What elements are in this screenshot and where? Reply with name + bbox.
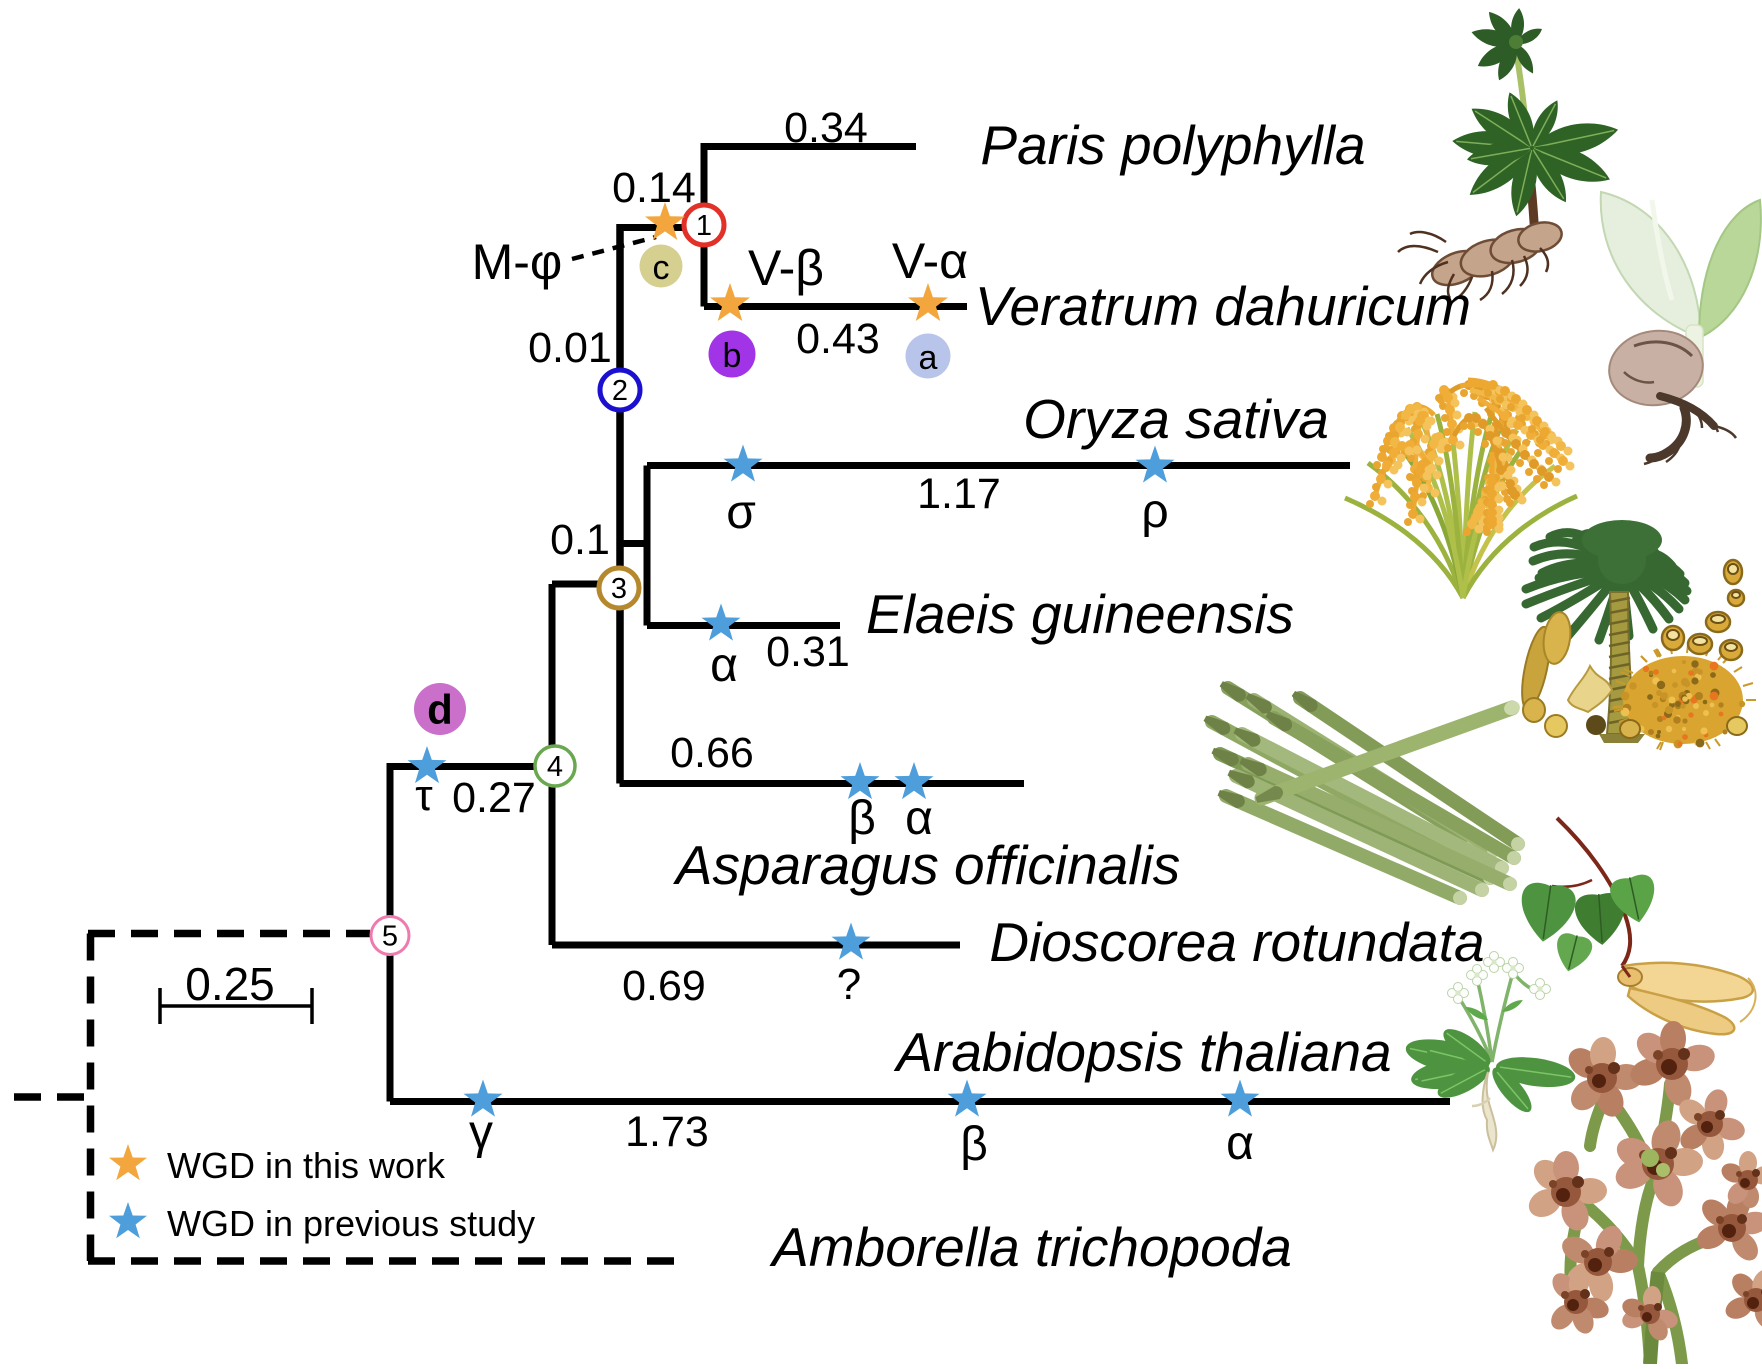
svg-text:3: 3 — [611, 573, 627, 605]
svg-text:0.14: 0.14 — [612, 164, 696, 212]
svg-text:β: β — [848, 792, 876, 845]
svg-text:0.69: 0.69 — [622, 962, 706, 1010]
svg-text:?: ? — [837, 960, 861, 1009]
svg-text:1: 1 — [696, 210, 712, 242]
svg-text:Elaeis guineensis: Elaeis guineensis — [866, 583, 1294, 645]
svg-text:α: α — [905, 792, 933, 845]
svg-text:1.73: 1.73 — [625, 1108, 709, 1156]
svg-text:1.17: 1.17 — [917, 470, 1001, 518]
svg-text:0.01: 0.01 — [528, 324, 612, 372]
svg-text:Arabidopsis thaliana: Arabidopsis thaliana — [893, 1021, 1391, 1083]
svg-text:α: α — [1226, 1117, 1254, 1170]
svg-text:Amborella trichopoda: Amborella trichopoda — [769, 1216, 1292, 1278]
svg-text:M-φ: M-φ — [472, 234, 563, 290]
svg-text:c: c — [653, 249, 670, 287]
svg-text:γ: γ — [469, 1106, 493, 1159]
svg-text:0.31: 0.31 — [766, 628, 850, 676]
svg-text:τ: τ — [415, 771, 433, 820]
svg-text:0.25: 0.25 — [185, 958, 275, 1010]
svg-text:α: α — [710, 639, 738, 692]
svg-text:β: β — [960, 1118, 988, 1171]
svg-text:5: 5 — [382, 921, 398, 953]
svg-text:Asparagus officinalis: Asparagus officinalis — [673, 834, 1180, 896]
svg-text:0.66: 0.66 — [670, 729, 754, 777]
svg-text:a: a — [919, 339, 938, 377]
svg-text:d: d — [427, 686, 453, 733]
svg-text:Veratrum dahuricum: Veratrum dahuricum — [975, 275, 1471, 337]
svg-text:0.1: 0.1 — [550, 516, 610, 564]
svg-text:0.34: 0.34 — [784, 104, 868, 152]
svg-text:V-α: V-α — [892, 233, 968, 289]
svg-text:ρ: ρ — [1141, 485, 1168, 538]
svg-text:V-β: V-β — [748, 240, 824, 296]
svg-text:Oryza sativa: Oryza sativa — [1023, 388, 1329, 450]
svg-text:σ: σ — [726, 486, 756, 539]
svg-text:0.43: 0.43 — [796, 315, 880, 363]
svg-text:b: b — [723, 337, 742, 375]
svg-text:WGD in this work: WGD in this work — [167, 1145, 446, 1186]
svg-text:Paris polyphylla: Paris polyphylla — [980, 114, 1365, 176]
svg-text:Dioscorea rotundata: Dioscorea rotundata — [989, 911, 1484, 973]
svg-text:WGD in previous study: WGD in previous study — [167, 1203, 535, 1244]
svg-text:4: 4 — [547, 751, 563, 783]
svg-text:2: 2 — [612, 375, 628, 407]
svg-text:0.27: 0.27 — [452, 774, 536, 822]
